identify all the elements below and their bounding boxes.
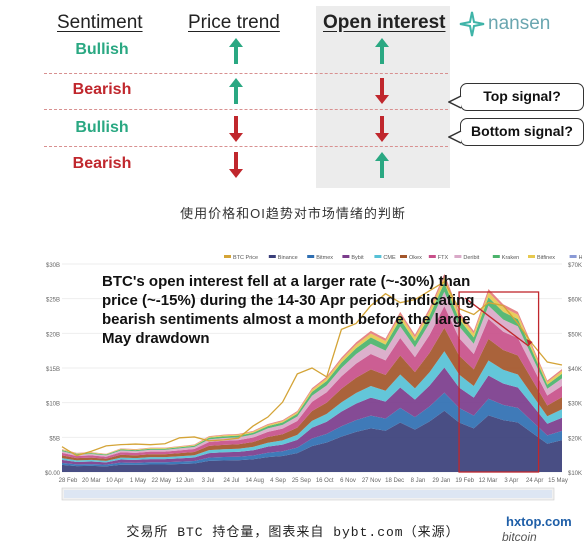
legend-swatch	[454, 255, 462, 258]
row-divider	[44, 146, 448, 147]
arrow-up-icon	[229, 78, 243, 104]
y-left-tick-label: $30B	[46, 263, 60, 269]
row-divider	[44, 73, 448, 74]
arrow-up-icon	[375, 152, 389, 178]
legend-label: Bitmex	[316, 255, 333, 261]
sentiment-label: Bearish	[72, 155, 132, 172]
legend-label: Huobi	[579, 255, 582, 261]
btc-price-line	[61, 280, 563, 457]
legend-label: Binance	[278, 255, 298, 261]
nansen-logo: nansen	[458, 10, 568, 38]
x-tick-label: 14 Aug	[245, 478, 264, 484]
y-right-tick-label: $60K	[568, 298, 582, 304]
highlight-period-box	[458, 291, 540, 473]
watermark-bitcoin: bitcoin	[502, 530, 537, 544]
x-tick-label: 12 Jun	[176, 478, 194, 484]
arrow-down-icon	[229, 152, 243, 178]
legend-label: Okex	[409, 255, 422, 261]
x-tick-label: 4 Sep	[270, 478, 286, 484]
legend-swatch	[569, 255, 577, 258]
y-left-tick-label: $5B	[49, 436, 60, 442]
header-open-interest: Open interest	[323, 12, 446, 33]
x-tick-label: 24 Apr	[526, 478, 543, 484]
x-tick-label: 24 Jul	[223, 478, 239, 484]
legend-label: Bitfinex	[537, 255, 555, 261]
x-tick-label: 3 Jul	[202, 478, 215, 484]
chart-canvas: $30B $25B $20B $15B $10B $5B $0.00 $70K $60K $50K…	[45, 255, 582, 501]
watermark-site: hxtop.com	[506, 514, 572, 529]
decline-arrow-line	[464, 297, 530, 347]
legend-swatch	[307, 255, 315, 258]
arrow-up-icon	[375, 38, 389, 64]
y-right-tick-label: $40K	[568, 367, 582, 373]
legend-swatch	[492, 255, 500, 258]
x-tick-label: 8 Jan	[411, 478, 426, 484]
x-tick-label: 3 Apr	[504, 478, 518, 484]
y-right-tick-label: $10K	[568, 471, 582, 477]
legend-swatch	[374, 255, 382, 258]
x-tick-label: 10 Apr	[106, 478, 123, 484]
open-interest-chart: $30B $25B $20B $15B $10B $5B $0.00 $70K $60K $50K…	[38, 246, 582, 508]
x-tick-label: 18 Dec	[385, 478, 404, 484]
x-tick-label: 12 Mar	[479, 478, 498, 484]
arrow-down-icon	[375, 116, 389, 142]
legend-swatch	[342, 255, 350, 258]
oi-area-series	[62, 410, 562, 472]
x-tick-label: 16 Oct	[316, 478, 334, 484]
legend-label: FTX	[438, 255, 449, 261]
header-sentiment: Sentiment	[57, 12, 143, 33]
x-tick-label: 29 Jan	[432, 478, 450, 484]
caption-top: 使用价格和OI趋势对市场情绪的判断	[180, 206, 406, 221]
y-left-tick-label: $15B	[46, 367, 60, 373]
legend-label: Bybit	[351, 255, 364, 261]
nansen-logo-text: nansen	[488, 13, 551, 34]
nansen-logo-icon	[459, 11, 485, 37]
arrow-up-icon	[229, 38, 243, 64]
oi-area-series	[62, 327, 562, 461]
arrow-down-icon	[375, 78, 389, 104]
arrow-down-icon	[229, 116, 243, 142]
legend-label: Kraken	[502, 255, 519, 261]
range-slider-selection	[64, 490, 552, 498]
x-tick-label: 6 Nov	[340, 478, 356, 484]
decline-arrow-head	[526, 339, 533, 346]
y-right-tick-label: $20K	[568, 436, 582, 442]
legend-swatch	[224, 255, 231, 258]
legend-swatch	[428, 255, 436, 258]
x-tick-label: 27 Nov	[362, 478, 381, 484]
legend-label: BTC Price	[233, 255, 258, 261]
x-tick-label: 19 Feb	[455, 478, 474, 484]
y-left-tick-label: $10B	[46, 402, 60, 408]
x-tick-label: 28 Feb	[59, 478, 78, 484]
chart-annotation: BTC's open interest fell at a larger rat…	[102, 273, 475, 347]
y-left-tick-label: $20B	[46, 332, 60, 338]
legend-swatch	[268, 255, 276, 258]
row-divider	[44, 109, 448, 110]
y-left-tick-label: $25B	[46, 298, 60, 304]
y-right-tick-label: $30K	[568, 402, 582, 408]
legend-swatch	[400, 255, 407, 258]
y-left-tick-label: $0.00	[45, 471, 61, 477]
oi-area-series	[62, 367, 562, 465]
sentiment-label: Bearish	[72, 81, 132, 98]
header-price-trend: Price trend	[188, 12, 280, 33]
callout-pointer	[448, 130, 462, 144]
x-tick-label: 1 May	[130, 478, 146, 484]
oi-area-series	[62, 392, 562, 467]
caption-bottom: 交易所 BTC 持仓量，图表来自 bybt.com（来源）	[126, 525, 460, 540]
callout-label: Bottom signal?	[460, 118, 584, 146]
legend-swatch	[528, 255, 535, 258]
sentiment-label: Bullish	[75, 41, 129, 58]
y-right-tick-label: $50K	[568, 332, 582, 338]
x-tick-label: 15 May	[548, 478, 568, 484]
x-tick-label: 22 May	[151, 478, 171, 484]
legend-label: Deribit	[463, 255, 479, 261]
callout-pointer	[448, 95, 462, 109]
callout-label: Top signal?	[460, 83, 584, 111]
x-tick-label: 25 Sep	[292, 478, 312, 484]
legend-label: CME	[383, 255, 396, 261]
sentiment-label: Bullish	[75, 119, 129, 136]
x-tick-label: 20 Mar	[82, 478, 101, 484]
y-right-tick-label: $70K	[568, 263, 582, 269]
